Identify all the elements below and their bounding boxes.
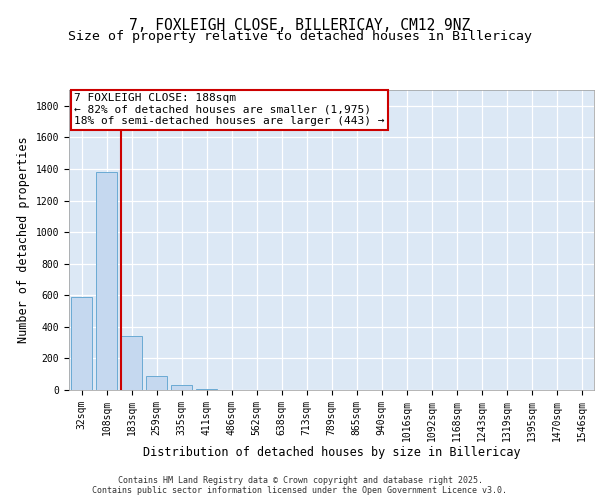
Text: Contains HM Land Registry data © Crown copyright and database right 2025.
Contai: Contains HM Land Registry data © Crown c… — [92, 476, 508, 495]
Text: 7 FOXLEIGH CLOSE: 188sqm
← 82% of detached houses are smaller (1,975)
18% of sem: 7 FOXLEIGH CLOSE: 188sqm ← 82% of detach… — [74, 93, 385, 126]
Bar — [96, 172, 117, 390]
X-axis label: Distribution of detached houses by size in Billericay: Distribution of detached houses by size … — [143, 446, 520, 460]
Text: Size of property relative to detached houses in Billericay: Size of property relative to detached ho… — [68, 30, 532, 43]
Bar — [146, 376, 167, 390]
Text: 7, FOXLEIGH CLOSE, BILLERICAY, CM12 9NZ: 7, FOXLEIGH CLOSE, BILLERICAY, CM12 9NZ — [130, 18, 470, 32]
Bar — [171, 386, 192, 390]
Bar — [121, 336, 142, 390]
Bar — [71, 297, 92, 390]
Y-axis label: Number of detached properties: Number of detached properties — [17, 136, 30, 344]
Bar — [196, 388, 217, 390]
